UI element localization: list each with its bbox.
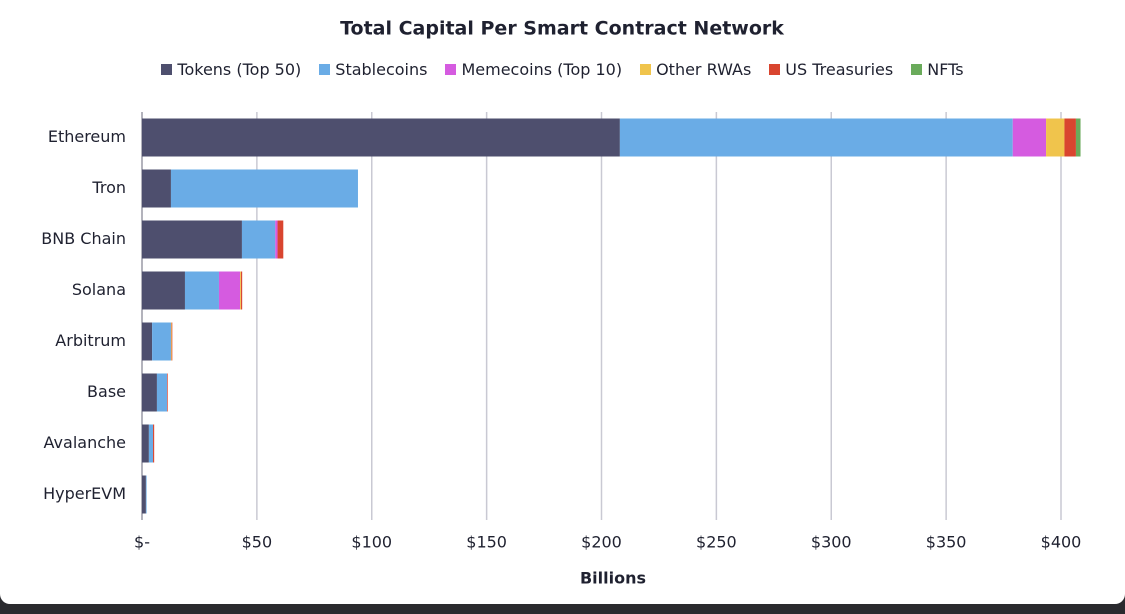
y-tick-label: BNB Chain — [41, 229, 126, 248]
x-axis-label: Billions — [580, 569, 646, 588]
y-tick-label: HyperEVM — [43, 484, 126, 503]
bar-segment — [152, 322, 171, 361]
y-tick-label: Tron — [91, 178, 126, 197]
bar-segment — [142, 220, 242, 259]
legend-item: Stablecoins — [319, 60, 427, 79]
bar-segment — [171, 322, 173, 361]
bar-segment — [277, 220, 284, 259]
legend-label: Stablecoins — [335, 60, 428, 79]
bar-segment — [1064, 118, 1076, 157]
y-tick-label: Solana — [72, 280, 126, 299]
legend-label: NFTs — [927, 60, 964, 79]
chart-title: Total Capital Per Smart Contract Network — [340, 18, 784, 40]
legend-item: NFTs — [911, 60, 964, 79]
x-tick-label: $250 — [696, 533, 737, 552]
legend-item: Other RWAs — [640, 60, 751, 79]
y-tick-label: Base — [87, 382, 126, 401]
legend-item: US Treasuries — [769, 60, 893, 79]
legend-swatch — [769, 64, 781, 75]
legend-swatch — [445, 64, 457, 75]
x-tick-label: $400 — [1041, 533, 1082, 552]
bar-segment — [1046, 118, 1065, 157]
bar-segment — [153, 424, 155, 463]
bar-segment — [275, 220, 278, 259]
y-tick-label: Ethereum — [48, 127, 126, 146]
legend-swatch — [640, 64, 652, 75]
bar-segment — [142, 424, 149, 463]
bar-segment — [1075, 118, 1081, 157]
bar-segment — [619, 118, 1013, 157]
bar-segment — [148, 424, 154, 463]
x-tick-label: $300 — [811, 533, 852, 552]
bar-segment — [184, 271, 219, 310]
legend: Tokens (Top 50) Stablecoins Memecoins (Top… — [0, 60, 1125, 79]
bar-segment — [1012, 118, 1047, 157]
bar-segment — [170, 322, 172, 361]
bar-segment — [218, 271, 241, 310]
x-tick-label: $- — [134, 533, 150, 552]
bar-segment — [170, 169, 358, 208]
x-tick-label: $200 — [581, 533, 622, 552]
legend-label: US Treasuries — [785, 60, 894, 79]
legend-item: Tokens (Top 50) — [161, 60, 301, 79]
bar-segment — [156, 373, 168, 412]
bar-segment — [241, 271, 243, 310]
bar-segment — [142, 373, 157, 412]
legend-swatch — [319, 64, 331, 75]
legend-swatch — [911, 64, 923, 75]
legend-swatch — [161, 64, 173, 75]
legend-item: Memecoins (Top 10) — [445, 60, 622, 79]
x-tick-label: $50 — [242, 533, 273, 552]
bar-segment — [167, 373, 168, 412]
bar-segment — [142, 475, 146, 514]
bar-segment — [142, 322, 153, 361]
bar-segment — [142, 271, 185, 310]
legend-label: Memecoins (Top 10) — [461, 60, 623, 79]
x-tick-label: $100 — [351, 533, 392, 552]
bar-segment — [145, 475, 147, 514]
y-tick-label: Avalanche — [44, 433, 126, 452]
y-tick-label: Arbitrum — [55, 331, 126, 350]
bar-segment — [241, 220, 276, 259]
legend-label: Tokens (Top 50) — [177, 60, 302, 79]
bar-segment — [142, 169, 171, 208]
x-tick-label: $150 — [466, 533, 507, 552]
x-tick-label: $350 — [926, 533, 967, 552]
bar-segment — [142, 118, 620, 157]
legend-label: Other RWAs — [656, 60, 752, 79]
bar-segment — [240, 271, 242, 310]
